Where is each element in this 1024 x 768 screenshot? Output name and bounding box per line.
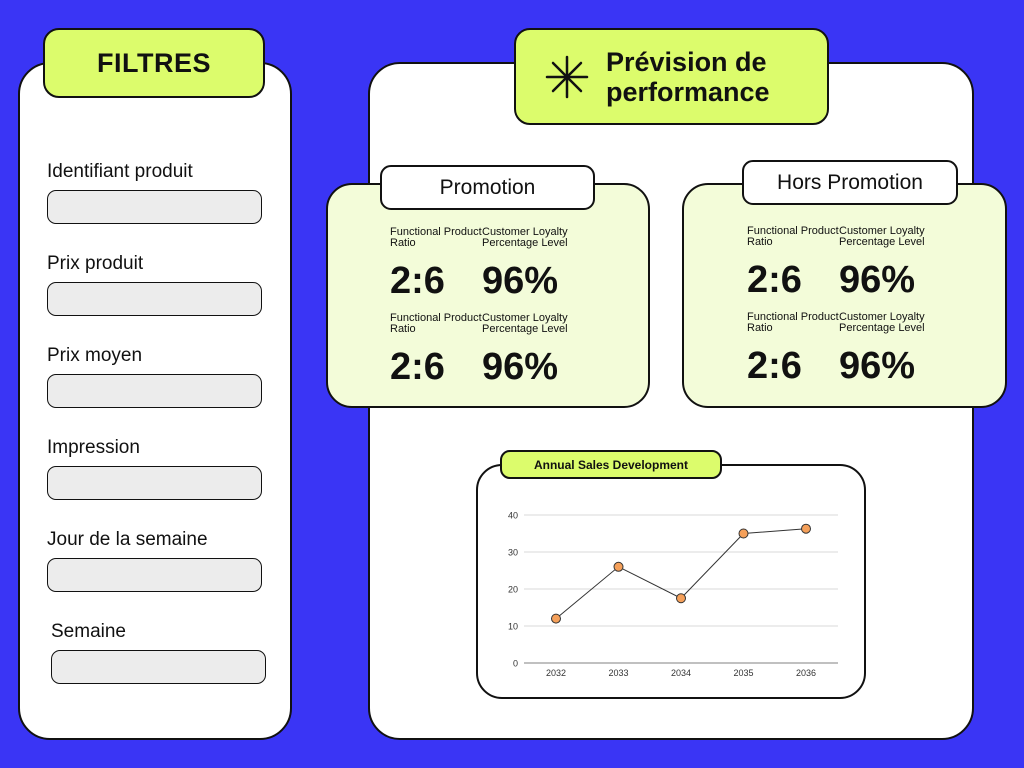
promotion-title: Promotion: [380, 165, 595, 210]
main-header: Prévision de performance: [514, 28, 829, 125]
x-tick-label: 2036: [796, 668, 816, 678]
metric-label: Functional Product Ratio: [747, 225, 839, 248]
metric-label: Customer Loyalty Percentage Level: [839, 225, 925, 248]
metric-label: Customer Loyalty Percentage Level: [839, 311, 925, 334]
metric-value: 2:6: [747, 259, 802, 301]
y-tick-label: 30: [508, 548, 518, 558]
y-tick-label: 40: [508, 511, 518, 521]
week-label: Semaine: [51, 621, 126, 642]
chart-title: Annual Sales Development: [500, 450, 722, 479]
hors-promotion-title: Hors Promotion: [742, 160, 958, 205]
page-title: Prévision de performance: [606, 46, 770, 107]
metric-value: 2:6: [390, 346, 445, 388]
filters-title: FILTRES: [97, 47, 211, 78]
y-tick-label: 0: [513, 659, 518, 669]
metric-label: Customer Loyalty Percentage Level: [482, 312, 568, 335]
week-input[interactable]: [51, 650, 266, 684]
metric-value: 96%: [839, 345, 916, 387]
metric-value: 96%: [482, 346, 559, 388]
x-tick-label: 2035: [733, 668, 753, 678]
chart-card: [476, 464, 866, 699]
data-point: [613, 561, 624, 572]
data-point: [738, 528, 749, 539]
average-price-input[interactable]: [47, 374, 262, 408]
product-id-label: Identifiant produit: [47, 161, 193, 182]
x-tick-label: 2033: [608, 668, 628, 678]
asterisk-icon: [545, 55, 589, 98]
promotion-card: [326, 183, 650, 408]
x-tick-label: 2032: [546, 668, 566, 678]
product-price-label: Prix produit: [47, 253, 144, 274]
weekday-input[interactable]: [47, 558, 262, 592]
x-tick-label: 2034: [671, 668, 691, 678]
data-point: [801, 523, 811, 534]
impression-input[interactable]: [47, 466, 262, 500]
impression-label: Impression: [47, 437, 140, 458]
metric-label: Functional Product Ratio: [390, 312, 482, 335]
data-point: [676, 593, 686, 604]
series-line: [555, 528, 807, 619]
metric-value: 2:6: [747, 345, 802, 387]
filters-header: FILTRES: [43, 28, 265, 98]
metric-value: 96%: [839, 259, 916, 301]
product-id-input[interactable]: [47, 190, 262, 224]
y-tick-label: 10: [508, 622, 518, 632]
metric-label: Customer Loyalty Percentage Level: [482, 226, 568, 249]
data-point: [551, 613, 561, 624]
sales-chart: 0 10 20 30 40 2032 2033 2034 2035 2036: [508, 511, 838, 678]
metric-value: 96%: [482, 260, 559, 302]
metric-value: 2:6: [390, 260, 445, 302]
metric-label: Functional Product Ratio: [390, 226, 482, 249]
y-tick-label: 20: [508, 585, 518, 595]
average-price-label: Prix moyen: [47, 345, 143, 366]
product-price-input[interactable]: [47, 282, 262, 316]
weekday-label: Jour de la semaine: [47, 529, 208, 550]
metric-label: Functional Product Ratio: [747, 311, 839, 334]
